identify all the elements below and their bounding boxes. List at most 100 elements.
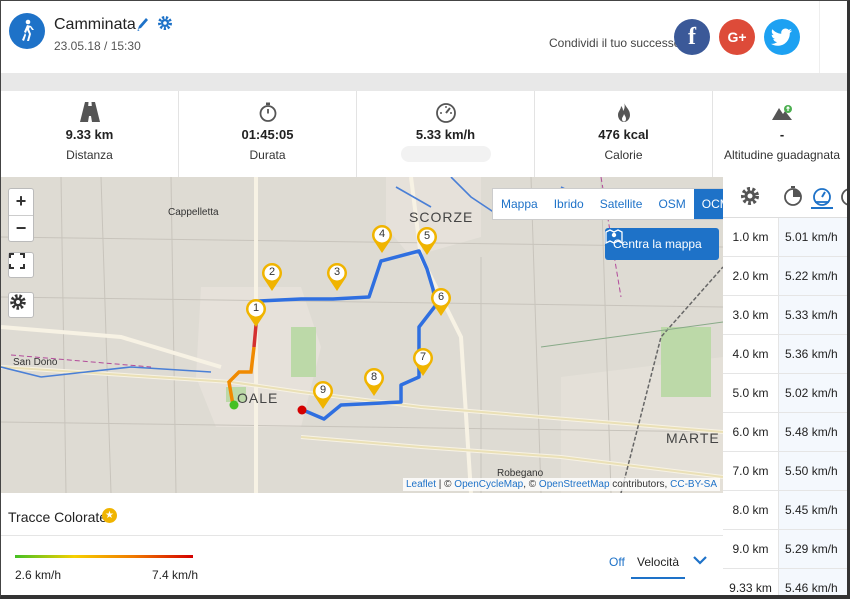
center-map-label: Centra la mappa xyxy=(613,237,702,251)
premium-star-icon: ★ xyxy=(102,508,117,523)
split-row: 6.0 km 5.48 km/h xyxy=(723,413,847,452)
zoom-out-button[interactable]: − xyxy=(15,218,27,238)
place-label-cappelletta: Cappelletta xyxy=(168,207,219,218)
zoom-in-button[interactable]: + xyxy=(9,189,33,216)
map-settings-button[interactable] xyxy=(8,292,34,318)
route-marker-label: 1 xyxy=(252,302,260,314)
twitter-bird-icon xyxy=(771,28,792,46)
place-label-san-dono: San Dono xyxy=(13,357,58,368)
layer-tab-satellite[interactable]: Satellite xyxy=(599,197,643,211)
split-speed: 5.02 km/h xyxy=(779,374,847,412)
side-tab-speed[interactable] xyxy=(811,185,833,209)
route-marker-label: 7 xyxy=(419,351,427,363)
stat-calories-value: 476 kcal xyxy=(598,127,649,142)
attr-sep: | © xyxy=(435,479,455,490)
route-marker-label: 3 xyxy=(333,266,341,278)
clock-icon xyxy=(784,186,802,206)
stat-calories-label: Calorie xyxy=(604,148,643,162)
side-tab-more[interactable] xyxy=(839,185,847,207)
stat-duration: 01:45:05 Durata xyxy=(179,91,357,177)
walking-person-icon xyxy=(9,13,45,49)
chevron-down-icon[interactable] xyxy=(693,555,707,565)
openstreetmap-link[interactable]: OpenStreetMap xyxy=(538,479,610,490)
leaflet-link[interactable]: Leaflet xyxy=(405,479,436,490)
route-marker-4[interactable]: 4 xyxy=(371,224,393,254)
split-speed: 5.46 km/h xyxy=(779,569,847,595)
pencil-edit-icon[interactable] xyxy=(136,16,150,32)
split-distance: 4.0 km xyxy=(723,335,779,373)
split-speed: 5.33 km/h xyxy=(779,296,847,334)
route-marker-2[interactable]: 2 xyxy=(261,262,283,292)
license-link[interactable]: CC-BY-SA xyxy=(670,479,717,490)
opencyclemap-link[interactable]: OpenCycleMap xyxy=(454,479,524,490)
colored-tracks-title: Tracce Colorate xyxy=(8,509,108,525)
stat-elevation-value: - xyxy=(779,127,785,142)
stat-calories: 476 kcal Calorie xyxy=(535,91,713,177)
layer-tab-ibrido[interactable]: Ibrido xyxy=(553,197,584,211)
layer-tab-osm[interactable]: OSM xyxy=(658,197,686,211)
zoom-control: + − xyxy=(8,188,34,242)
split-speed: 5.29 km/h xyxy=(779,530,847,568)
split-speed: 5.50 km/h xyxy=(779,452,847,490)
fullscreen-button[interactable] xyxy=(8,252,34,278)
split-row: 4.0 km 5.36 km/h xyxy=(723,335,847,374)
google-plus-share-button[interactable]: G+ xyxy=(719,19,755,55)
split-speed: 5.36 km/h xyxy=(779,335,847,373)
map-tiles xyxy=(1,177,723,493)
metric-select-speed[interactable]: Velocità xyxy=(631,551,685,579)
split-speed: 5.22 km/h xyxy=(779,257,847,295)
colored-tracks-section: Tracce Colorate ★ 2.6 km/h 7.4 km/h Off … xyxy=(1,493,723,595)
split-speed: 5.01 km/h xyxy=(779,218,847,256)
split-row: 9.33 km 5.46 km/h xyxy=(723,569,847,595)
route-marker-9[interactable]: 9 xyxy=(312,380,334,410)
route-marker-7[interactable]: 7 xyxy=(412,347,434,377)
splits-table: 1.0 km 5.01 km/h 2.0 km 5.22 km/h 3.0 km 5.33… xyxy=(723,218,847,595)
activity-header: Camminata 23.05.18 / 15:30 Condividi il … xyxy=(1,1,847,73)
layer-tab-ocm[interactable]: OCM xyxy=(693,189,723,219)
settings-gear-icon[interactable] xyxy=(157,15,173,31)
route-marker-1[interactable]: 1 xyxy=(245,298,267,328)
splits-panel-tabs xyxy=(723,177,847,218)
route-marker-label: 9 xyxy=(319,384,327,396)
split-distance: 7.0 km xyxy=(723,452,779,490)
speed-gradient-scale xyxy=(15,555,193,558)
split-row: 8.0 km 5.45 km/h xyxy=(723,491,847,530)
side-tab-time[interactable] xyxy=(782,185,804,207)
split-row: 5.0 km 5.02 km/h xyxy=(723,374,847,413)
route-marker-label: 2 xyxy=(268,266,276,278)
split-distance: 9.0 km xyxy=(723,530,779,568)
route-marker-5[interactable]: 5 xyxy=(416,226,438,256)
route-marker-6[interactable]: 6 xyxy=(430,287,452,317)
stat-avg-speed: 5.33 km/h xyxy=(357,91,535,177)
route-marker-8[interactable]: 8 xyxy=(363,367,385,397)
colored-tracks-off-button[interactable]: Off xyxy=(609,555,625,569)
stat-avg-speed-value: 5.33 km/h xyxy=(415,127,476,142)
split-distance: 1.0 km xyxy=(723,218,779,256)
facebook-share-button[interactable]: f xyxy=(674,19,710,55)
place-label-scorze: SCORZE xyxy=(409,209,474,225)
header-edge xyxy=(819,1,847,73)
twitter-share-button[interactable] xyxy=(764,19,800,55)
place-label-robegano: Robegano xyxy=(497,468,544,479)
side-tab-settings[interactable] xyxy=(739,185,761,207)
route-map[interactable]: Cappelletta SCORZE San Dono OALE MARTE R… xyxy=(1,177,723,493)
map-pin-icon xyxy=(605,229,623,244)
flame-icon xyxy=(617,102,630,122)
split-speed: 5.45 km/h xyxy=(779,491,847,529)
clock-icon xyxy=(841,188,847,206)
split-distance: 3.0 km xyxy=(723,296,779,334)
place-label-noale: OALE xyxy=(237,390,279,406)
gradient-max-label: 7.4 km/h xyxy=(152,568,199,582)
center-map-button[interactable]: Centra la mappa xyxy=(605,228,719,260)
stat-elevation: - Altitudine guadagnata xyxy=(713,91,847,177)
route-marker-3[interactable]: 3 xyxy=(326,262,348,292)
layer-tab-mappa[interactable]: Mappa xyxy=(501,197,538,211)
activity-date: 23.05.18 / 15:30 xyxy=(54,39,141,53)
split-row: 3.0 km 5.33 km/h xyxy=(723,296,847,335)
route-marker-label: 6 xyxy=(437,291,445,303)
split-row: 1.0 km 5.01 km/h xyxy=(723,218,847,257)
header-separator xyxy=(1,73,847,91)
gear-icon xyxy=(741,187,759,205)
road-icon xyxy=(79,102,100,122)
